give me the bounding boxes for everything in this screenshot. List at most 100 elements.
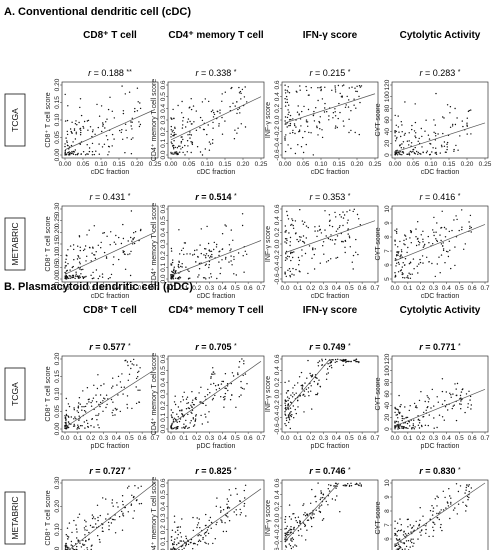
data-point [289,276,292,278]
data-point [180,140,183,143]
data-point [65,258,67,260]
x-tick-label: 0.2 [306,435,315,442]
data-point [70,275,72,277]
data-point [346,95,348,98]
data-point [87,129,89,131]
data-point [457,503,460,505]
data-point [320,88,322,91]
data-point [340,216,342,218]
data-point [190,411,192,413]
data-point [73,425,76,427]
data-point [394,420,396,422]
data-point [78,121,80,124]
data-point [292,387,294,389]
data-point [64,145,66,148]
data-point [332,359,334,361]
data-point [352,254,355,257]
data-point [313,120,316,122]
data-point [170,277,173,280]
data-point [342,484,344,487]
data-point [419,507,421,509]
data-point [243,271,245,273]
data-point [176,427,179,430]
data-point [172,269,175,272]
data-point [396,232,398,234]
data-point [126,395,129,397]
data-point [130,138,133,140]
data-point [174,146,176,149]
data-point [217,110,219,113]
data-point [407,275,409,277]
data-point [79,257,81,259]
data-point [137,376,139,378]
data-point [327,488,329,490]
data-point [97,424,99,426]
data-point [354,87,356,89]
data-point [100,105,103,107]
data-point [311,514,313,516]
data-point [89,524,92,527]
x-axis-label: cDC fraction [311,293,350,300]
data-point [177,104,179,107]
data-point [310,502,312,504]
data-point [414,406,417,408]
data-point [350,482,352,484]
data-point [304,512,306,514]
column-header: CD4⁺ memory T cell [168,30,264,41]
data-point [226,498,228,500]
x-tick-label: 0.4 [332,435,341,442]
data-point [316,393,318,396]
data-point [409,273,411,275]
data-point [309,372,311,375]
data-point [74,149,77,151]
data-point [291,218,293,220]
data-point [85,275,87,278]
data-point [69,128,72,130]
data-point [470,408,472,410]
data-point [91,544,93,546]
data-point [303,242,306,244]
y-tick-label: 0.6 [160,80,167,89]
data-point [447,255,450,258]
data-point [110,231,112,233]
data-point [174,127,176,130]
data-point [79,425,82,427]
data-point [304,252,307,255]
data-point [444,262,446,264]
data-point [76,531,78,533]
data-point [395,414,397,416]
data-point [433,405,435,407]
data-point [86,255,88,257]
data-point [180,540,183,542]
correlation-label: r = 0.514 * [195,192,237,202]
data-point [287,113,289,116]
y-tick-label: 0.1 [160,412,167,421]
data-point [65,274,68,277]
data-point [64,417,66,419]
data-point [233,273,235,275]
data-point [101,527,104,529]
x-tick-label: 0.1 [73,285,82,292]
data-point [312,154,314,156]
data-point [438,414,441,416]
data-point [408,153,410,155]
data-point [79,246,82,248]
data-point [185,535,187,537]
data-point [289,545,292,547]
data-point [173,515,176,517]
data-point [396,149,398,151]
data-point [358,85,361,87]
y-tick-label: -0.4 [274,411,281,423]
data-point [122,504,124,506]
data-point [404,235,407,237]
data-point [130,504,132,506]
data-point [170,276,172,278]
regression-line [170,361,262,425]
data-point [289,122,292,125]
y-tick-label: 6 [384,263,391,267]
data-point [307,272,309,275]
data-point [195,415,197,417]
data-point [399,153,401,156]
data-point [74,123,77,125]
y-tick-label: 0.6 [160,204,167,213]
